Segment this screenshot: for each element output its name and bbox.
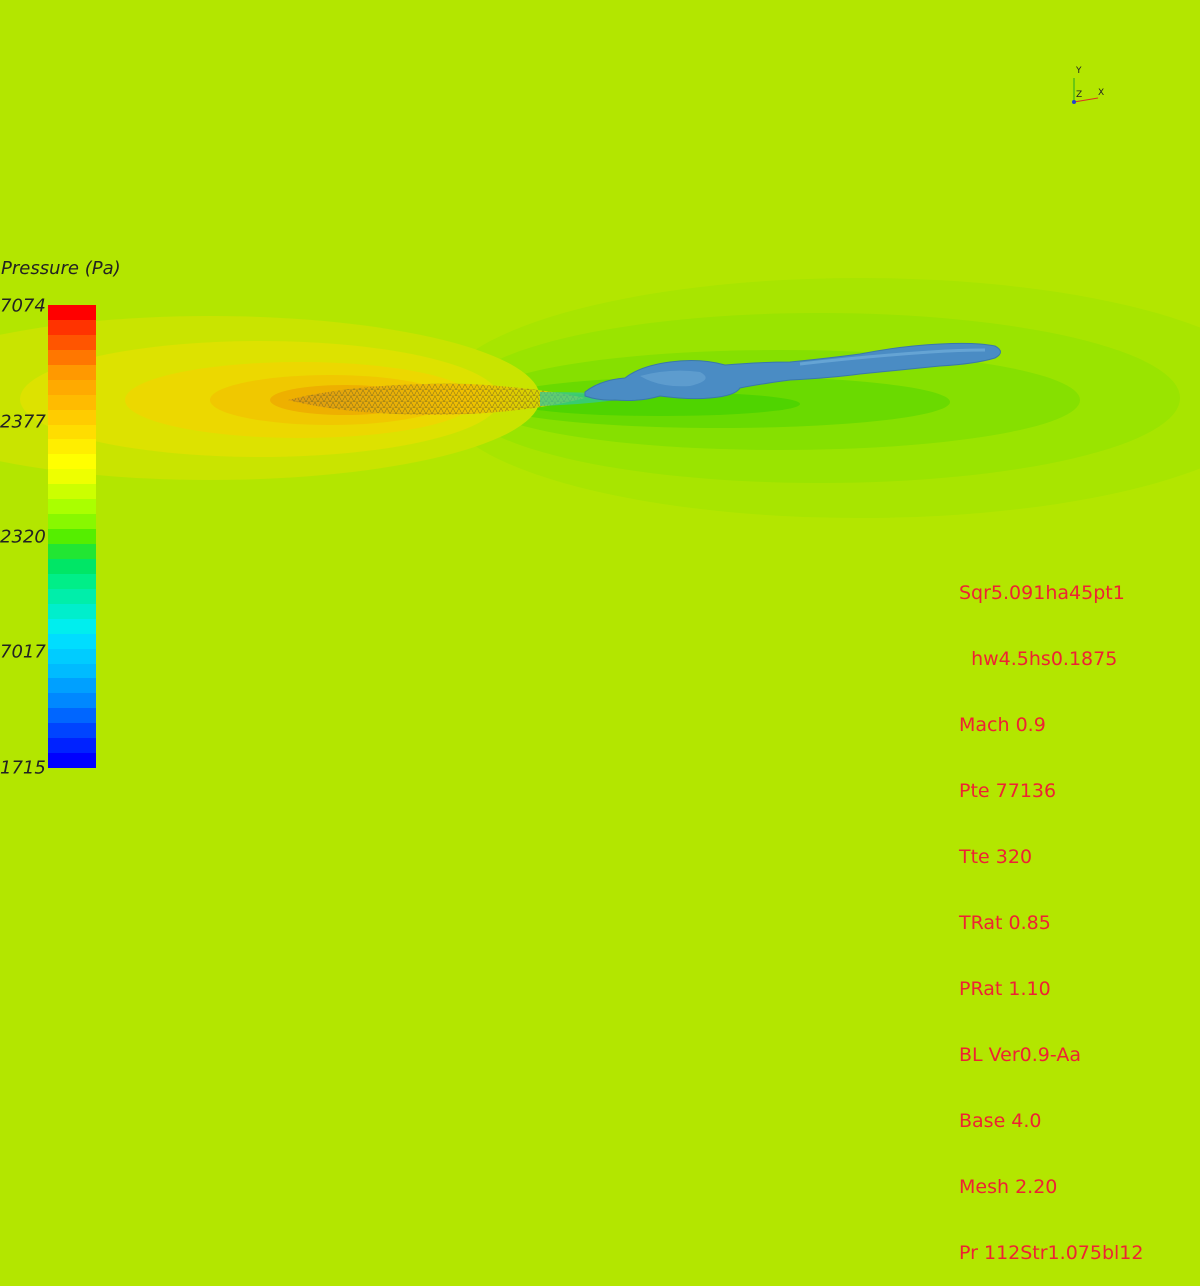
colorbar-segment [48, 305, 96, 320]
colorbar-tick-label: 2377 [0, 412, 46, 433]
colorbar-tick-label: 2320 [0, 527, 46, 548]
colorbar-segment [48, 439, 96, 454]
colorbar-segment [48, 604, 96, 619]
pressure-colorbar [48, 305, 96, 768]
colorbar-segment [48, 634, 96, 649]
axis-label-x: X [1098, 88, 1104, 98]
colorbar-segment [48, 738, 96, 753]
colorbar-segment [48, 320, 96, 335]
simulation-parameters: Sqr5.091ha45pt1 hw4.5hs0.1875 Mach 0.9 P… [959, 538, 1143, 1286]
parameter-line: hw4.5hs0.1875 [959, 648, 1143, 670]
colorbar-segment [48, 484, 96, 499]
parameter-line: Mach 0.9 [959, 714, 1143, 736]
parameter-line: BL Ver0.9-Aa [959, 1044, 1143, 1066]
colorbar-segment [48, 723, 96, 738]
parameter-line: Pr 112Str1.075bl12 [959, 1242, 1143, 1264]
colorbar-segment [48, 589, 96, 604]
colorbar-title: Pressure (Pa) [1, 258, 121, 279]
colorbar-segment [48, 499, 96, 514]
colorbar-tick-label: 7074 [0, 296, 46, 317]
colorbar-segment [48, 544, 96, 559]
colorbar-segment [48, 335, 96, 350]
colorbar-segment [48, 469, 96, 484]
parameter-line: Sqr5.091ha45pt1 [959, 582, 1143, 604]
colorbar-segment [48, 619, 96, 634]
colorbar-segment [48, 693, 96, 708]
parameter-line: Base 4.0 [959, 1110, 1143, 1132]
colorbar-segment [48, 649, 96, 664]
colorbar-segment [48, 395, 96, 410]
colorbar-segment [48, 514, 96, 529]
parameter-line: TRat 0.85 [959, 912, 1143, 934]
colorbar-segment [48, 753, 96, 768]
parameter-line: Tte 320 [959, 846, 1143, 868]
colorbar-segment [48, 708, 96, 723]
colorbar-segment [48, 664, 96, 679]
colorbar-segment [48, 410, 96, 425]
colorbar-segment [48, 380, 96, 395]
colorbar-segment [48, 559, 96, 574]
axes-triad: Y Z X [1064, 64, 1114, 114]
colorbar-segment [48, 574, 96, 589]
axis-label-z: Z [1076, 90, 1082, 100]
colorbar-segment [48, 678, 96, 693]
colorbar-segment [48, 365, 96, 380]
parameter-line: Mesh 2.20 [959, 1176, 1143, 1198]
colorbar-segment [48, 454, 96, 469]
parameter-line: PRat 1.10 [959, 978, 1143, 1000]
colorbar-tick-label: 7017 [0, 642, 46, 663]
axis-label-y: Y [1076, 66, 1082, 76]
colorbar-segment [48, 425, 96, 440]
parameter-line: Pte 77136 [959, 780, 1143, 802]
colorbar-tick-label: 1715 [0, 758, 46, 779]
colorbar-segment [48, 350, 96, 365]
colorbar-segment [48, 529, 96, 544]
